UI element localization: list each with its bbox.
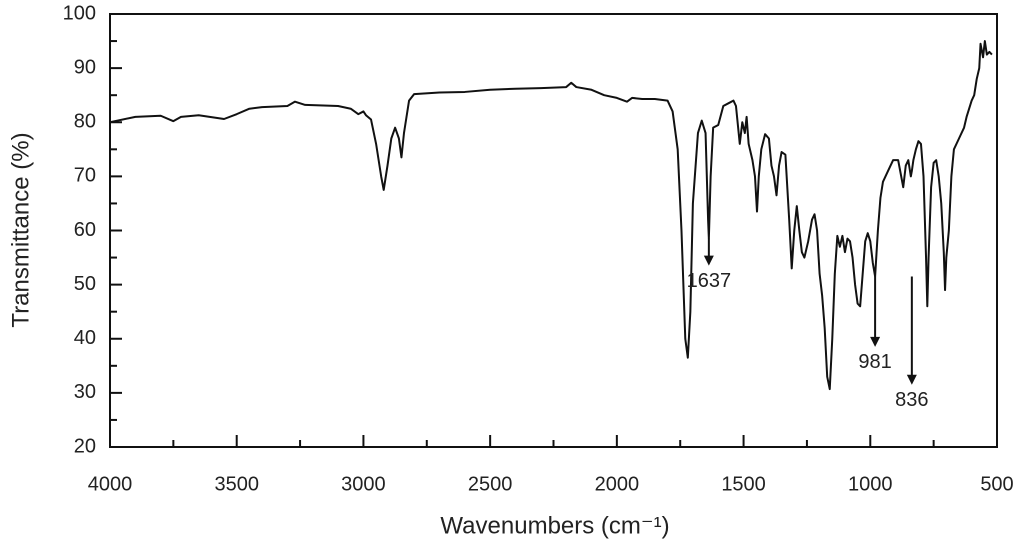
x-tick-label: 2500 [468,473,513,495]
y-axis-title: Transmittance (%) [7,132,34,327]
y-tick-label: 90 [74,56,96,78]
y-tick-label: 80 [74,111,96,133]
y-tick-label: 20 [74,435,96,457]
x-tick-label: 4000 [88,473,133,495]
annotation-label: 1637 [687,270,732,292]
x-tick-label: 1500 [721,473,766,495]
annotation-label: 981 [858,351,891,373]
x-tick-label: 1000 [848,473,893,495]
x-axis-title: Wavenumbers (cm⁻¹) [440,512,669,539]
annotation-arrowhead [906,374,917,385]
x-tick-label: 500 [980,473,1013,495]
spectrum-line [109,40,993,391]
x-tick-label: 3000 [341,473,386,495]
y-tick-label: 40 [74,327,96,349]
annotation-label: 836 [895,389,928,411]
y-tick-label: 50 [74,273,96,295]
annotation-arrowhead [870,336,881,347]
y-tick-label: 100 [63,2,96,24]
y-tick-label: 30 [74,381,96,403]
x-tick-label: 2000 [595,473,640,495]
y-tick-label: 70 [74,165,96,187]
x-tick-label: 3500 [214,473,259,495]
y-tick-label: 60 [74,219,96,241]
annotation-arrowhead [703,255,714,266]
plot-frame [109,13,998,448]
